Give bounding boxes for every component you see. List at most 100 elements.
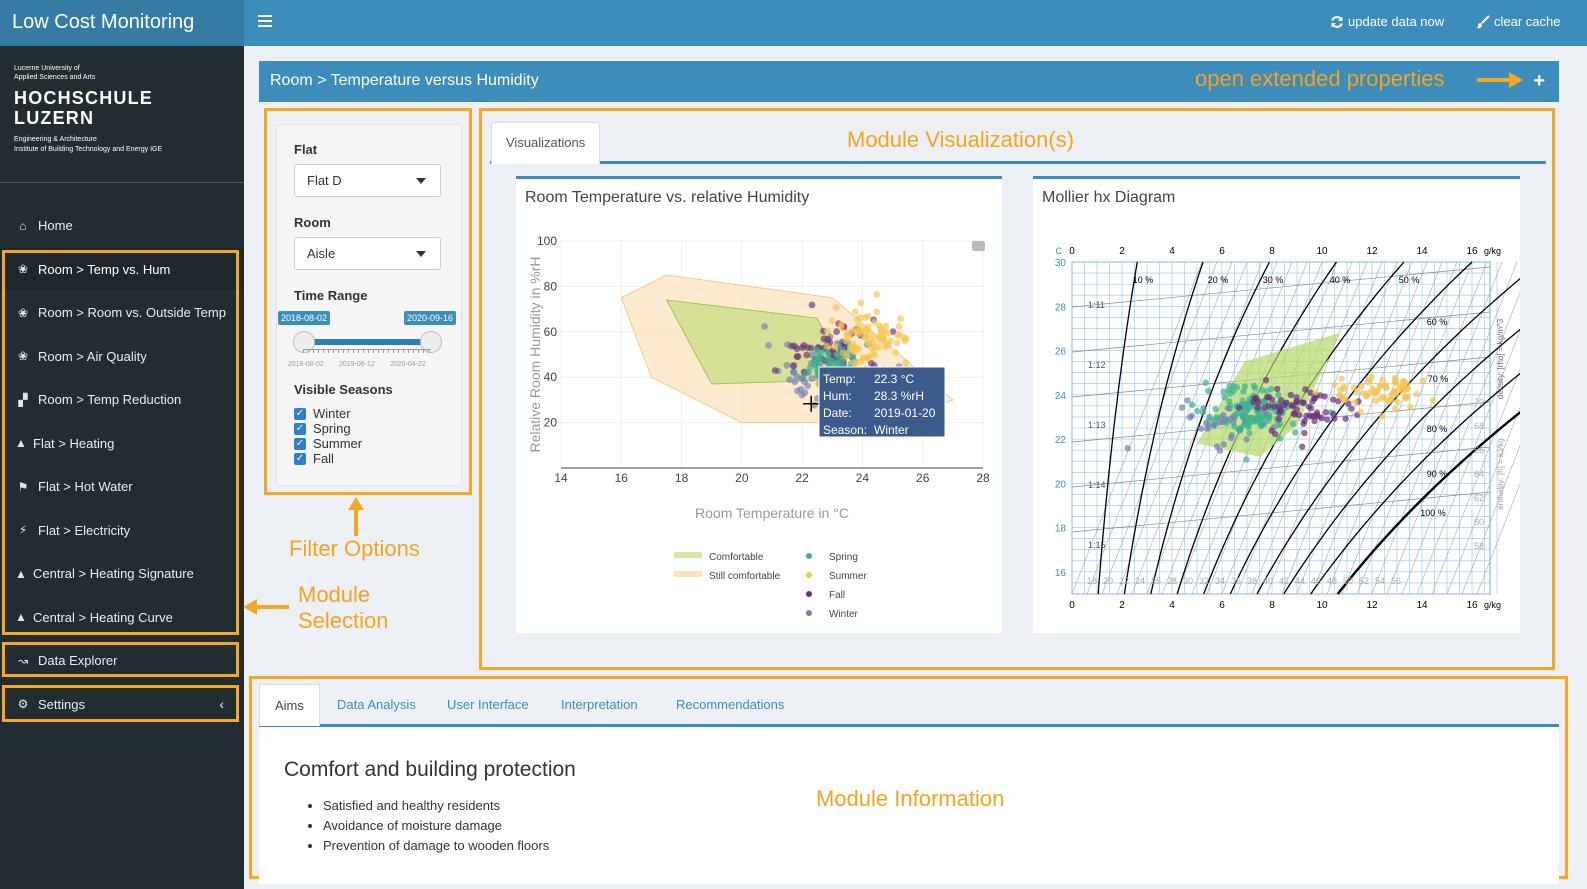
sidebar-item-room-air-quality[interactable]: ❀ Room > Air Quality — [0, 335, 244, 379]
data-point-fall — [1263, 393, 1271, 401]
enthalpy-line — [1251, 261, 1383, 595]
data-point-summer — [1383, 384, 1390, 392]
checkbox-label: Fall — [313, 451, 334, 466]
list-item: Prevention of damage to wooden floors — [323, 836, 549, 856]
data-point-spring — [1212, 405, 1219, 413]
data-point-fall — [1275, 415, 1283, 423]
bolt-icon: ⚡ — [18, 523, 28, 538]
data-point-summer — [1372, 397, 1379, 405]
x-tick-label: 24 — [856, 471, 870, 485]
enthalpy-line — [1476, 483, 1520, 595]
sidebar-item-central-heating-curve[interactable]: ▲ Central > Heating Curve — [0, 596, 244, 640]
tab-user-interface[interactable]: User Interface — [447, 697, 529, 712]
hamburger-menu-icon[interactable] — [258, 12, 272, 32]
x-tick-label: 28 — [976, 471, 990, 485]
sidebar-item-flat-electricity[interactable]: ⚡ Flat > Electricity — [0, 509, 244, 553]
clear-cache-button[interactable]: clear cache — [1475, 14, 1560, 29]
data-point-winter — [786, 376, 794, 384]
data-point-spring — [1291, 429, 1299, 436]
density-line — [1071, 446, 1491, 488]
data-point-spring — [1246, 430, 1253, 437]
sidebar-item-central-heating-signature[interactable]: ▲ Central > Heating Signature — [0, 552, 244, 596]
enthalpy-label: 30 — [1183, 576, 1193, 586]
data-point-winter — [810, 401, 818, 409]
sidebar-item-room-vs-outside-temp[interactable]: ❀ Room > Room vs. Outside Temp — [0, 291, 244, 335]
data-point-fall — [1322, 409, 1329, 416]
slider-tick-label: 2018-08-02 — [288, 361, 324, 368]
data-point-fall — [1277, 396, 1285, 404]
sidebar-item-settings[interactable]: ⚙ Settings ‹ — [0, 683, 244, 727]
time-range-slider[interactable] — [304, 339, 431, 345]
checkbox-label: Summer — [313, 436, 363, 451]
room-select[interactable]: Aisle — [294, 237, 441, 270]
x-axis-label: Room Temperature in °C — [695, 505, 849, 521]
arrow-up-icon — [348, 497, 364, 536]
data-point-summer — [871, 351, 878, 359]
sidebar-item-room-temp-reduction[interactable]: ▞ Room > Temp Reduction — [0, 378, 244, 422]
data-point-fall — [799, 344, 806, 351]
data-point-fall — [1261, 404, 1268, 411]
checkmark-icon: ✓ — [294, 452, 306, 465]
tab-visualizations[interactable]: Visualizations — [491, 122, 601, 164]
enthalpy-label: 44 — [1295, 576, 1305, 586]
flame-icon: ▲ — [15, 566, 27, 581]
data-point-fall — [1278, 408, 1285, 415]
sidebar-item-room-temp-vs-hum[interactable]: ❀ Room > Temp vs. Hum — [0, 247, 244, 291]
mollier-chart[interactable]: 00224466881010121214141616g/kgg/kg161820… — [1033, 179, 1520, 634]
data-point-spring — [833, 360, 841, 368]
data-point-summer — [1331, 381, 1338, 388]
data-point-winter — [1220, 441, 1227, 448]
plus-icon[interactable]: + — [1533, 70, 1545, 92]
y-tick-label: 28 — [1055, 302, 1067, 313]
legend-marker-winter — [806, 610, 812, 616]
data-point-summer — [1394, 398, 1401, 406]
caret-down-icon — [416, 251, 426, 257]
rh-curve — [1283, 328, 1520, 595]
sidebar-item-flat-hot-water[interactable]: ⚑ Flat > Hot Water — [0, 465, 244, 509]
data-point-summer — [828, 317, 836, 324]
data-point-summer — [849, 345, 857, 353]
data-point-fall — [1307, 389, 1314, 396]
season-checkbox-spring[interactable]: ✓ Spring — [294, 421, 351, 436]
enthalpy-label: 48 — [1327, 576, 1337, 586]
list-item: Avoidance of moisture damage — [323, 816, 549, 836]
data-point-winter — [1188, 412, 1195, 419]
flat-select[interactable]: Flat D — [294, 164, 441, 197]
x-tick-label: 18 — [675, 471, 689, 485]
data-point-spring — [815, 353, 823, 361]
tab-interpretation[interactable]: Interpretation — [561, 697, 638, 712]
tooltip-key: Temp: — [823, 372, 856, 386]
tab-recommendations[interactable]: Recommendations — [676, 697, 785, 712]
data-point-spring — [802, 369, 810, 377]
annotation-module-visualization: Module Visualization(s) — [847, 127, 1075, 152]
sidebar-item-label: Flat > Heating — [33, 435, 115, 451]
app-title[interactable]: Low Cost Monitoring — [0, 0, 244, 46]
sidebar-item-data-explorer[interactable]: ↝ Data Explorer — [0, 639, 244, 683]
data-point-winter — [761, 322, 768, 330]
data-point-winter — [1243, 436, 1250, 443]
slider-end-handle[interactable] — [420, 331, 442, 353]
season-checkbox-winter[interactable]: ✓ Winter — [294, 406, 351, 421]
tab-aims[interactable]: Aims — [259, 684, 320, 726]
data-point-spring — [813, 346, 820, 354]
legend-marker-summer — [806, 572, 812, 578]
annotation-extended-properties: open extended properties — [1195, 66, 1445, 91]
lotus-icon: ❀ — [17, 305, 29, 320]
sidebar-item-flat-heating[interactable]: ▲ Flat > Heating — [0, 422, 244, 466]
enthalpy-label: 64 — [1474, 469, 1484, 479]
data-point-fall — [1301, 429, 1308, 437]
data-point-summer — [1419, 377, 1427, 385]
legend-label: Spring — [829, 552, 858, 563]
x-tick-label-top: 0 — [1069, 246, 1075, 257]
season-checkbox-fall[interactable]: ✓ Fall — [294, 451, 334, 466]
y-tick-label: 26 — [1055, 347, 1067, 358]
data-point-fall — [808, 301, 816, 309]
enthalpy-line — [1446, 406, 1520, 595]
sidebar-item-home[interactable]: ⌂ Home — [0, 204, 244, 248]
update-data-button[interactable]: update data now — [1330, 14, 1444, 29]
season-checkbox-summer[interactable]: ✓ Summer — [294, 436, 362, 451]
flame-icon: ▲ — [15, 610, 27, 625]
tab-data-analysis[interactable]: Data Analysis — [337, 697, 416, 712]
enthalpy-label: 46 — [1311, 576, 1321, 586]
